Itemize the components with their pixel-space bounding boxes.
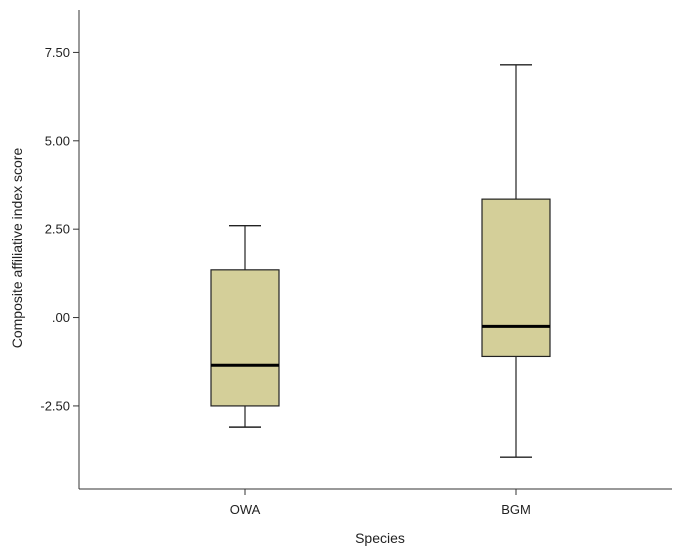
- y-ticks: -2.50 .00 2.50 5.00 7.50: [40, 45, 79, 413]
- iqr-box: [481, 198, 551, 358]
- x-ticks: OWA BGM: [230, 489, 531, 517]
- x-axis-title: Species: [355, 530, 405, 546]
- x-tick-label: BGM: [501, 502, 531, 517]
- axes: [78, 10, 672, 490]
- x-tick-label: OWA: [230, 502, 261, 517]
- boxes: [210, 64, 551, 458]
- y-tick-label: 5.00: [45, 133, 70, 148]
- box-bgm: [481, 64, 551, 458]
- y-tick-label: 7.50: [45, 45, 70, 60]
- y-tick-label: 2.50: [45, 222, 70, 237]
- y-tick-label: -2.50: [40, 398, 70, 413]
- y-axis-title: Composite affiliative index score: [9, 148, 25, 349]
- y-tick-label: .00: [52, 310, 70, 325]
- iqr-box: [210, 269, 280, 407]
- box-owa: [210, 224, 280, 428]
